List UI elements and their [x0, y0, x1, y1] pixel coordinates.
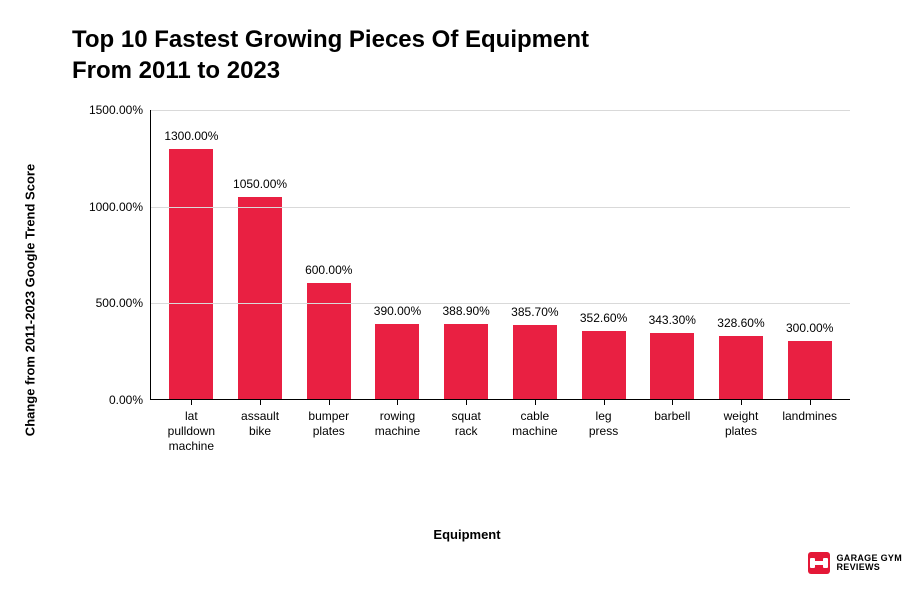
grid-line: [151, 110, 850, 111]
y-tick-label: 0.00%: [109, 393, 151, 407]
bar-slot: 300.00%landmines: [775, 110, 844, 399]
y-tick-label: 1000.00%: [89, 200, 151, 214]
bar-slot: 390.00%rowing machine: [363, 110, 432, 399]
bar-slot: 385.70%cable machine: [501, 110, 570, 399]
brand-line2: REVIEWS: [836, 563, 902, 572]
bar-chart: Change from 2011-2023 Google Trend Score…: [72, 110, 862, 490]
x-tick-label: rowing machine: [375, 399, 420, 439]
dumbbell-icon: [808, 552, 830, 574]
x-tick-label: landmines: [782, 399, 837, 424]
bar: 600.00%: [307, 283, 351, 399]
bar-value-label: 1050.00%: [233, 177, 287, 197]
bar: 388.90%: [444, 324, 488, 399]
bar-value-label: 600.00%: [305, 263, 352, 283]
y-tick-label: 500.00%: [96, 296, 151, 310]
page: Top 10 Fastest Growing Pieces Of Equipme…: [0, 0, 920, 590]
bar-slot: 1300.00%lat pulldown machine: [157, 110, 226, 399]
bar-value-label: 352.60%: [580, 311, 627, 331]
x-tick-label: assault bike: [241, 399, 279, 439]
bar-slot: 388.90%squat rack: [432, 110, 501, 399]
bar: 343.30%: [650, 333, 694, 399]
bar-value-label: 385.70%: [511, 305, 558, 325]
bar: 300.00%: [788, 341, 832, 399]
bars-container: 1300.00%lat pulldown machine1050.00%assa…: [151, 110, 850, 399]
brand-text: GARAGE GYM REVIEWS: [836, 554, 902, 573]
bar-value-label: 390.00%: [374, 304, 421, 324]
bar-value-label: 343.30%: [649, 313, 696, 333]
bar: 328.60%: [719, 336, 763, 399]
bar: 1300.00%: [169, 149, 213, 399]
bar-slot: 328.60%weight plates: [707, 110, 776, 399]
x-tick-label: lat pulldown machine: [168, 399, 215, 454]
y-tick-label: 1500.00%: [89, 103, 151, 117]
bar: 385.70%: [513, 325, 557, 399]
plot-area: 1300.00%lat pulldown machine1050.00%assa…: [150, 110, 850, 400]
x-tick-label: leg press: [586, 399, 620, 439]
bar-value-label: 300.00%: [786, 321, 833, 341]
x-tick-label: squat rack: [449, 399, 483, 439]
grid-line: [151, 207, 850, 208]
x-tick-label: bumper plates: [308, 399, 349, 439]
bar: 352.60%: [582, 331, 626, 399]
bar-slot: 343.30%barbell: [638, 110, 707, 399]
bar-slot: 1050.00%assault bike: [226, 110, 295, 399]
bar-slot: 352.60%leg press: [569, 110, 638, 399]
brand-logo: GARAGE GYM REVIEWS: [808, 552, 902, 574]
x-tick-label: cable machine: [512, 399, 557, 439]
x-axis-label: Equipment: [433, 527, 500, 542]
bar-value-label: 1300.00%: [164, 129, 218, 149]
bar-slot: 600.00%bumper plates: [294, 110, 363, 399]
y-axis-label: Change from 2011-2023 Google Trend Score: [23, 164, 38, 436]
bar-value-label: 328.60%: [717, 316, 764, 336]
grid-line: [151, 303, 850, 304]
x-tick-label: weight plates: [724, 399, 759, 439]
x-tick-label: barbell: [654, 399, 690, 424]
bar-value-label: 388.90%: [442, 304, 489, 324]
bar: 390.00%: [375, 324, 419, 399]
chart-title: Top 10 Fastest Growing Pieces Of Equipme…: [72, 24, 589, 86]
bar: 1050.00%: [238, 197, 282, 399]
